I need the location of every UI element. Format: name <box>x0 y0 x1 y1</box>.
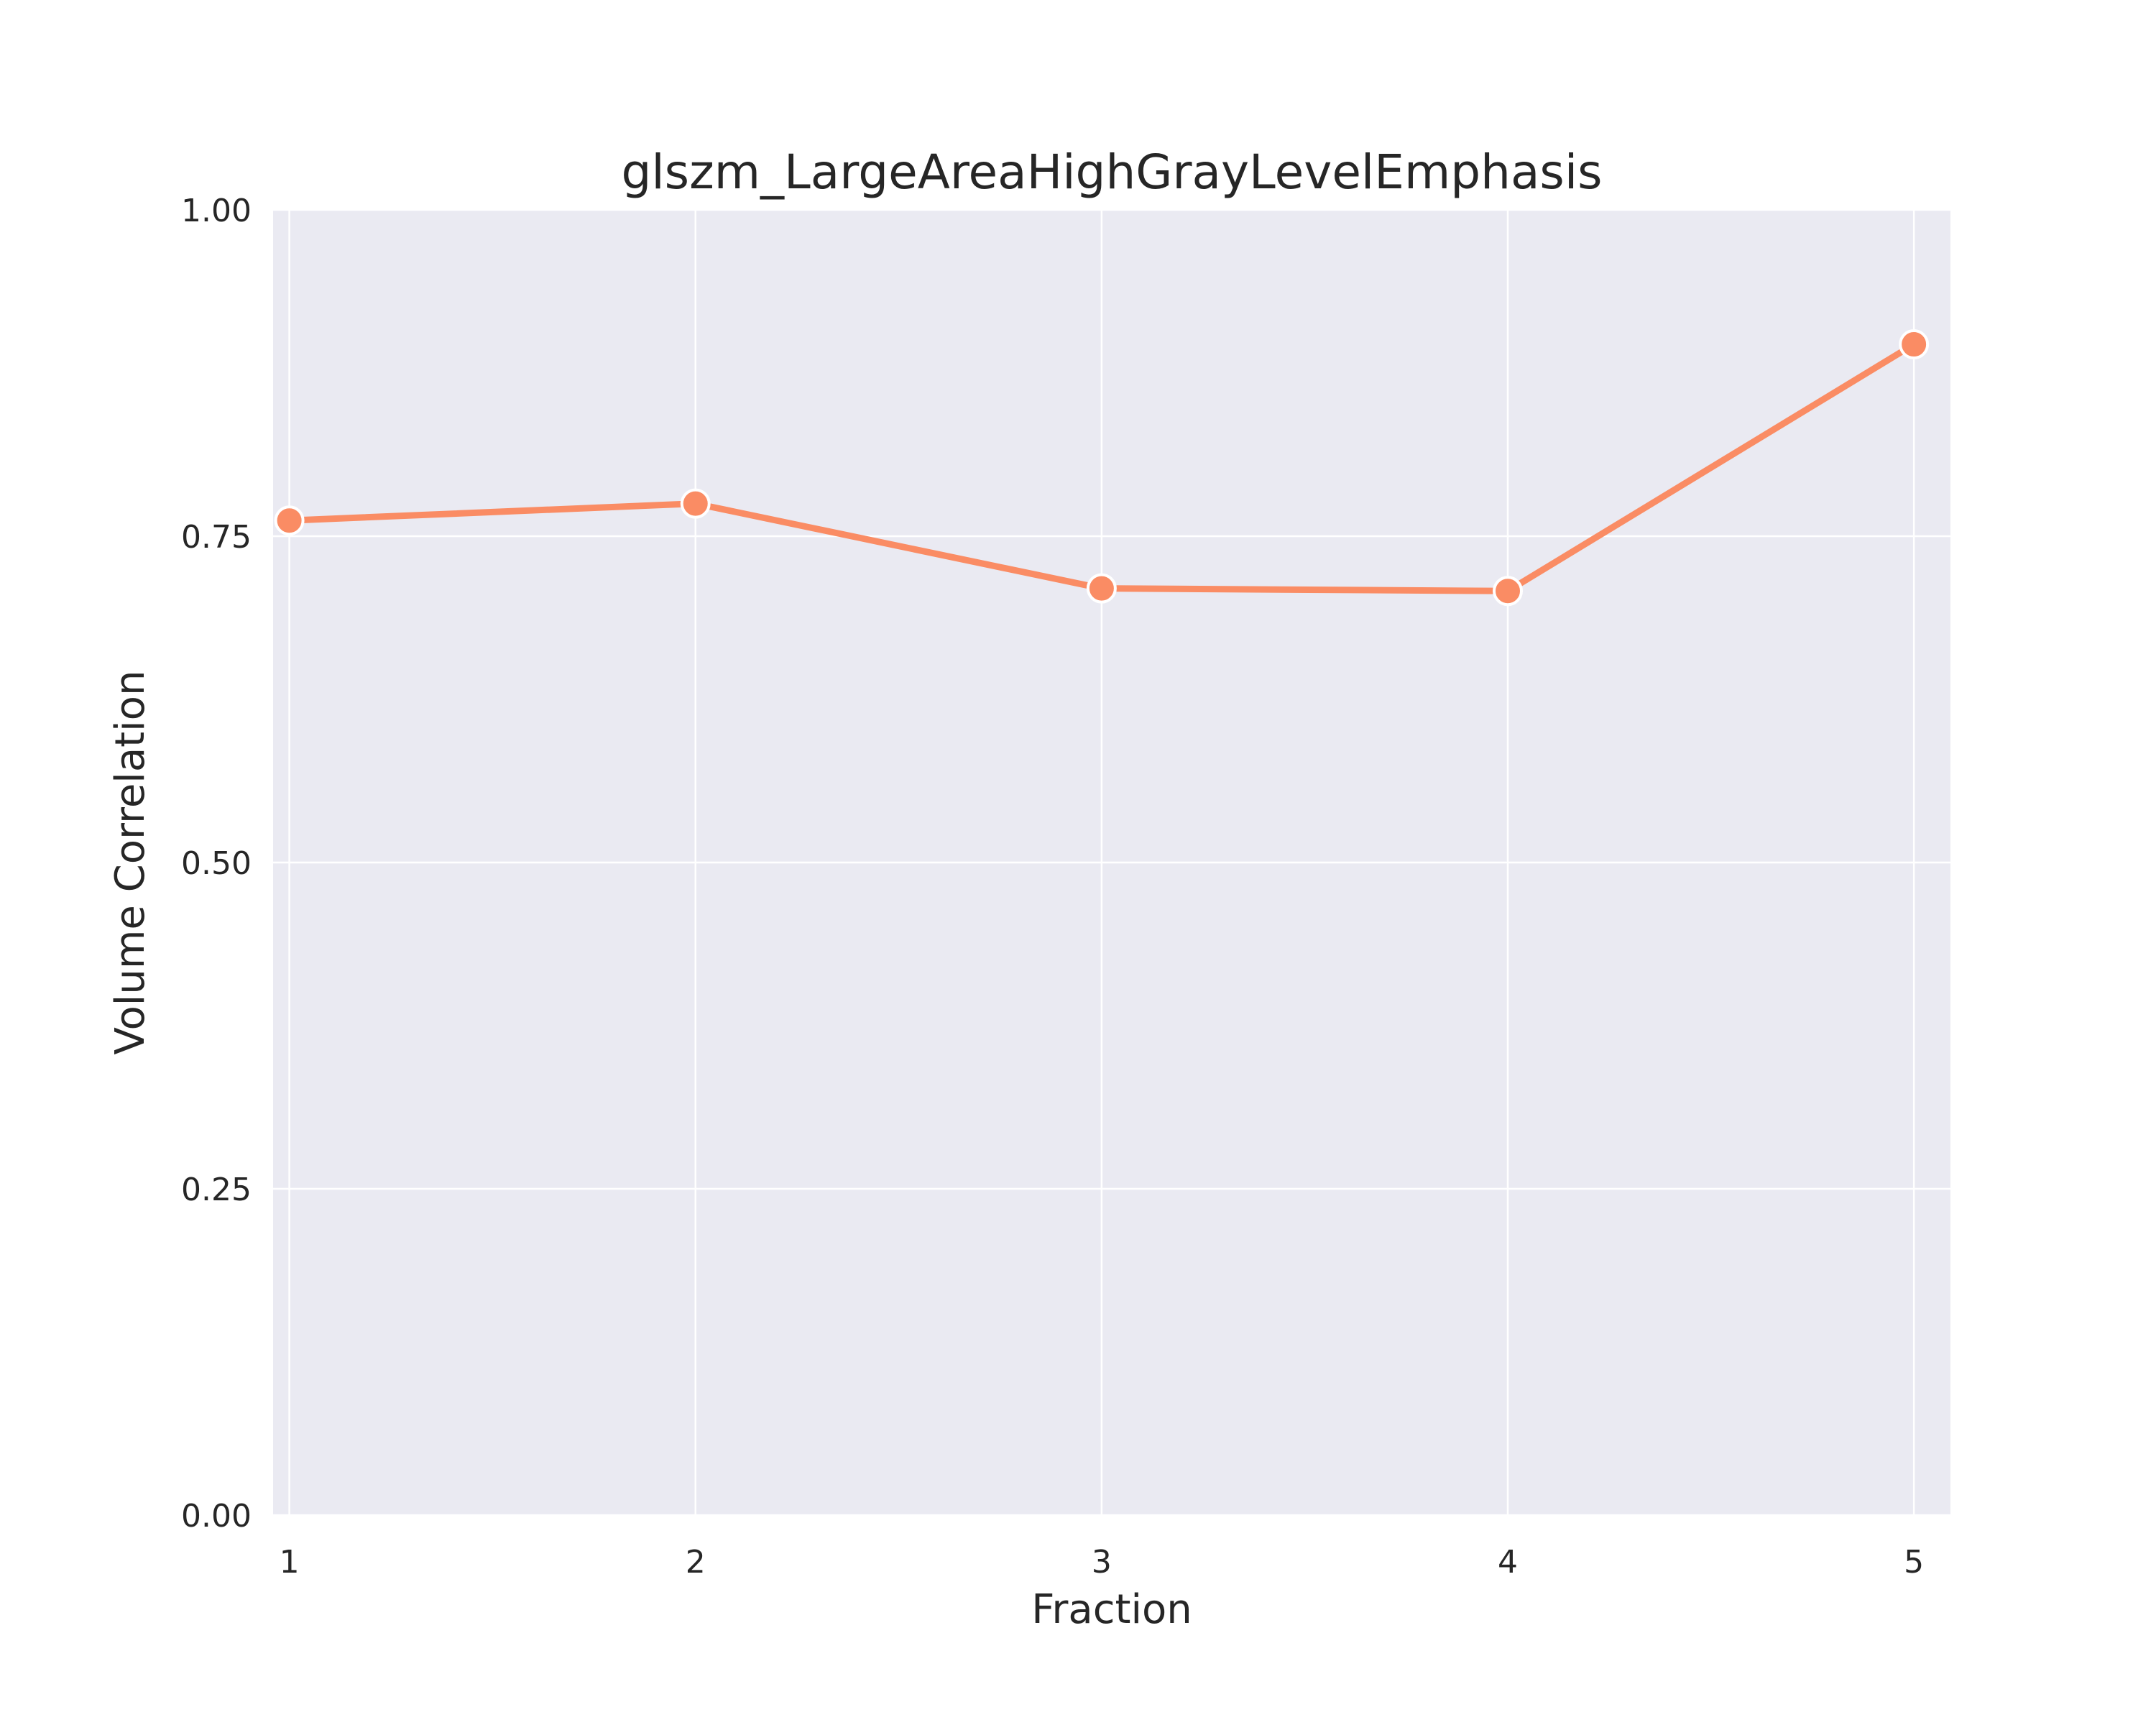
chart-title: glszm_LargeAreaHighGrayLevelEmphasis <box>621 144 1602 200</box>
y-tick-label: 0.00 <box>181 1498 252 1535</box>
data-point <box>1086 573 1117 604</box>
x-axis-label: Fraction <box>1031 1586 1192 1633</box>
data-point <box>1899 329 1930 360</box>
data-point <box>680 488 711 519</box>
x-tick-label: 5 <box>1904 1544 1924 1581</box>
x-tick-label: 1 <box>280 1544 300 1581</box>
y-gridlines <box>273 208 1950 1517</box>
series-layer <box>274 329 1930 607</box>
data-point <box>274 505 305 536</box>
x-tick-label: 4 <box>1498 1544 1518 1581</box>
y-tick-labels: 0.00 0.25 0.50 0.75 1.00 <box>181 193 252 1535</box>
x-tick-label: 3 <box>1092 1544 1112 1581</box>
x-tick-labels: 1 2 3 4 5 <box>280 1544 1925 1581</box>
y-tick-label: 0.25 <box>181 1172 252 1208</box>
y-axis-label: Volume Correlation <box>107 671 154 1055</box>
y-tick-label: 0.75 <box>181 519 252 556</box>
data-point <box>1493 576 1524 607</box>
y-tick-label: 0.50 <box>181 845 252 882</box>
y-tick-label: 1.00 <box>181 193 252 229</box>
x-tick-label: 2 <box>686 1544 706 1581</box>
